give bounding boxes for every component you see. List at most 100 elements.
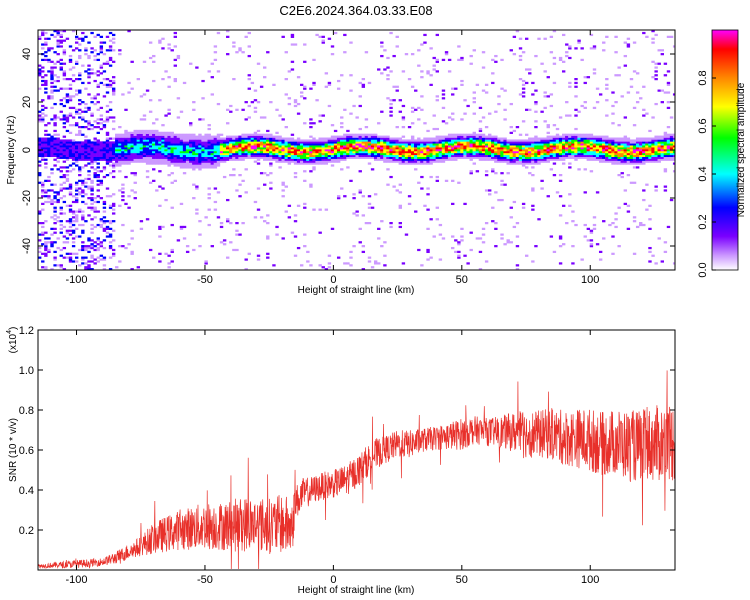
heatmap-cell xyxy=(148,145,153,148)
heatmap-cell xyxy=(287,70,292,73)
heatmap-cell xyxy=(620,95,624,98)
x-tick-label: 100 xyxy=(581,274,599,286)
heatmap-cell xyxy=(574,147,578,150)
heatmap-cell xyxy=(580,137,584,140)
heatmap-cell xyxy=(185,154,190,158)
heatmap-cell xyxy=(87,74,91,77)
heatmap-cell xyxy=(497,137,501,140)
heatmap-cell xyxy=(38,116,42,119)
heatmap-cell xyxy=(367,147,372,150)
heatmap-cell xyxy=(330,143,335,146)
heatmap-cell xyxy=(352,150,356,154)
heatmap-cell xyxy=(336,141,341,144)
heatmap-cell xyxy=(118,133,122,136)
heatmap-cell xyxy=(136,133,141,136)
heatmap-cell xyxy=(537,162,541,165)
heatmap-cell xyxy=(426,139,430,142)
heatmap-cell xyxy=(521,162,526,165)
heatmap-cell xyxy=(105,227,110,230)
heatmap-cell xyxy=(571,135,575,138)
heatmap-cell xyxy=(192,101,196,104)
heatmap-cell xyxy=(497,158,501,161)
heatmap-cell xyxy=(176,145,181,148)
heatmap-cell xyxy=(426,160,430,163)
heatmap-cell xyxy=(62,53,67,56)
heatmap-cell xyxy=(41,79,45,83)
heatmap-cell xyxy=(44,41,48,44)
heatmap-cell xyxy=(201,160,205,163)
heatmap-cell xyxy=(494,139,498,142)
heatmap-cell xyxy=(383,139,387,142)
heatmap-cell xyxy=(47,97,51,100)
heatmap-cell xyxy=(219,154,224,158)
heatmap-cell xyxy=(629,160,634,163)
heatmap-cell xyxy=(229,104,233,108)
heatmap-cell xyxy=(565,156,569,159)
heatmap-cell xyxy=(96,189,100,192)
heatmap-cell xyxy=(247,45,251,48)
heatmap-cell xyxy=(207,135,211,138)
heatmap-cell xyxy=(155,152,159,156)
heatmap-cell xyxy=(219,225,224,229)
heatmap-cell xyxy=(398,143,403,146)
heatmap-cell xyxy=(299,162,304,165)
heatmap-cell xyxy=(518,150,523,154)
heatmap-cell xyxy=(118,139,122,142)
heatmap-cell xyxy=(429,147,433,150)
heatmap-cell xyxy=(481,66,486,69)
heatmap-cell xyxy=(71,237,76,240)
heatmap-cell xyxy=(275,154,279,158)
heatmap-cell xyxy=(651,149,655,152)
heatmap-cell xyxy=(68,220,73,223)
heatmap-cell xyxy=(343,108,347,111)
heatmap-cell xyxy=(272,264,276,267)
heatmap-cell xyxy=(512,145,517,148)
heatmap-cell xyxy=(441,237,446,240)
heatmap-cell xyxy=(623,116,628,119)
heatmap-cell xyxy=(373,156,378,159)
heatmap-cell xyxy=(229,143,233,146)
heatmap-cell xyxy=(657,145,661,148)
heatmap-cell xyxy=(358,156,362,159)
heatmap-cell xyxy=(118,156,122,159)
heatmap-cell xyxy=(611,154,615,158)
heatmap-cell xyxy=(90,160,94,163)
heatmap-cell xyxy=(90,254,94,257)
heatmap-cell xyxy=(38,68,42,71)
chart-title: C2E6.2024.364.03.33.E08 xyxy=(279,3,432,18)
heatmap-cell xyxy=(81,141,85,144)
heatmap-cell xyxy=(435,150,439,154)
heatmap-cell xyxy=(414,168,418,171)
heatmap-cell xyxy=(170,158,174,161)
heatmap-cell xyxy=(118,162,122,165)
heatmap-cell xyxy=(518,141,523,144)
heatmap-cell xyxy=(167,154,171,158)
heatmap-cell xyxy=(383,154,387,158)
heatmap-cell xyxy=(435,137,439,140)
heatmap-cell xyxy=(355,154,359,158)
heatmap-cell xyxy=(56,156,60,159)
heatmap-cell xyxy=(401,135,406,138)
heatmap-cell xyxy=(426,193,430,196)
heatmap-cell xyxy=(179,154,184,158)
heatmap-cell xyxy=(71,220,76,223)
heatmap-cell xyxy=(380,220,384,223)
heatmap-cell xyxy=(47,149,51,152)
heatmap-cell xyxy=(167,152,171,156)
heatmap-cell xyxy=(139,149,144,152)
heatmap-cell xyxy=(438,139,443,142)
heatmap-cell xyxy=(226,30,230,33)
heatmap-cell xyxy=(229,158,233,161)
heatmap-cell xyxy=(47,147,51,150)
heatmap-cell xyxy=(41,112,45,115)
heatmap-cell xyxy=(44,266,48,269)
heatmap-cell xyxy=(213,156,218,159)
heatmap-cell xyxy=(173,145,178,148)
heatmap-cell xyxy=(219,156,224,159)
heatmap-cell xyxy=(253,150,258,154)
heatmap-cell xyxy=(592,139,597,142)
heatmap-cell xyxy=(312,156,316,159)
heatmap-cell xyxy=(343,154,347,158)
heatmap-cell xyxy=(108,39,113,42)
heatmap-cell xyxy=(346,141,350,144)
